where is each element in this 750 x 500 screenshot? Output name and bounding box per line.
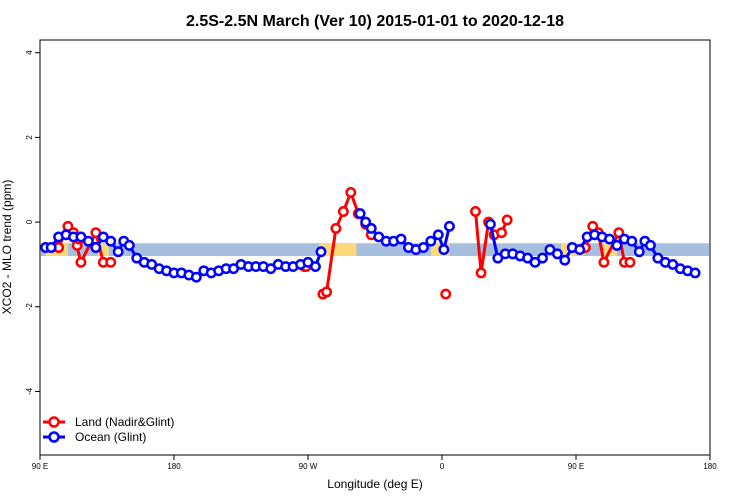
x-axis: 90 E 180 90 W 0 90 E 180 [32, 455, 717, 471]
x-tick-label-3: 0 [440, 462, 445, 471]
series-layer [40, 186, 701, 300]
legend-land-marker [48, 416, 60, 428]
x-tick-label-0: 90 E [32, 462, 48, 471]
legend-item-land: Land (Nadir&Glint) [43, 415, 174, 429]
ocean-point-1-10 [425, 235, 437, 247]
land-point-3-0 [440, 288, 452, 300]
plot-frame [39, 39, 711, 456]
ocean-point-2-20 [633, 246, 645, 258]
ocean-point-1-2 [365, 222, 377, 234]
ocean-point-2-12 [574, 244, 586, 256]
series-ocean [40, 208, 701, 283]
legend: Land (Nadir&Glint) Ocean (Glint) [43, 415, 174, 444]
x-axis-label: Longitude (deg E) [327, 477, 422, 491]
ocean-point-1-0 [354, 208, 366, 220]
y-tick-label-0: -4 [25, 387, 34, 395]
land-point-8-3 [598, 256, 610, 268]
land-point-0-6 [105, 256, 117, 268]
ocean-point-2-16 [604, 233, 615, 245]
legend-item-ocean: Ocean (Glint) [43, 430, 146, 444]
land-point-0-3 [75, 256, 87, 268]
ocean-point-0-21 [190, 271, 202, 283]
land-band-segment-1 [97, 243, 109, 256]
land-point-7-4 [496, 227, 508, 239]
land-point-2-2 [330, 222, 342, 234]
ocean-point-2-9 [551, 248, 563, 260]
chart-title: 2.5S-2.5N March (Ver 10) 2015-01-01 to 2… [186, 13, 564, 30]
ocean-point-0-9 [105, 235, 117, 247]
land-point-2-4 [345, 186, 357, 198]
ocean-point-2-0 [484, 218, 496, 230]
ocean-point-1-13 [443, 220, 455, 232]
ocean-point-1-6 [395, 233, 407, 245]
y-axis: -4 -2 0 2 4 [25, 50, 40, 395]
ocean-point-1-11 [432, 229, 444, 241]
ocean-point-0-6 [82, 235, 94, 247]
ocean-point-2-17 [611, 239, 623, 251]
ocean-point-0-37 [309, 261, 321, 273]
land-point-8-6 [624, 256, 636, 268]
y-tick-label-2: 0 [25, 219, 34, 224]
y-axis-label: XCO2 - MLO trend (ppm) [0, 180, 14, 315]
land-point-7-5 [501, 214, 513, 226]
legend-ocean-label: Ocean (Glint) [75, 430, 146, 444]
x-tick-label-5: 180 [703, 462, 717, 471]
y-tick-label-3: 2 [25, 135, 34, 140]
land-point-7-1 [475, 267, 487, 279]
land-point-2-3 [337, 206, 349, 217]
ocean-point-2-28 [689, 267, 701, 279]
ocean-point-1-1 [360, 216, 372, 228]
series-land [53, 186, 636, 300]
ocean-point-0-38 [315, 246, 327, 258]
x-tick-label-4: 90 E [568, 462, 584, 471]
ocean-point-0-10 [112, 246, 124, 258]
ocean-point-1-9 [417, 242, 429, 253]
legend-ocean-marker [48, 431, 60, 443]
ocean-point-1-12 [438, 244, 450, 256]
ocean-point-0-12 [123, 239, 135, 251]
ocean-point-0-7 [90, 242, 102, 253]
land-point-2-1 [321, 286, 333, 298]
x-tick-label-2: 90 W [299, 462, 318, 471]
land-point-7-0 [470, 206, 481, 217]
y-tick-label-1: -2 [25, 303, 34, 311]
y-tick-label-4: 4 [25, 50, 34, 55]
land-band-segment-2 [319, 243, 357, 256]
ocean-point-2-7 [537, 252, 548, 264]
land-point-8-4 [613, 227, 625, 239]
ocean-point-2-19 [626, 235, 638, 247]
legend-land-label: Land (Nadir&Glint) [75, 415, 174, 429]
ocean-point-0-1 [45, 242, 57, 253]
x-tick-label-1: 180 [167, 462, 181, 471]
ocean-point-2-10 [559, 254, 571, 266]
ocean-point-2-22 [644, 239, 656, 251]
